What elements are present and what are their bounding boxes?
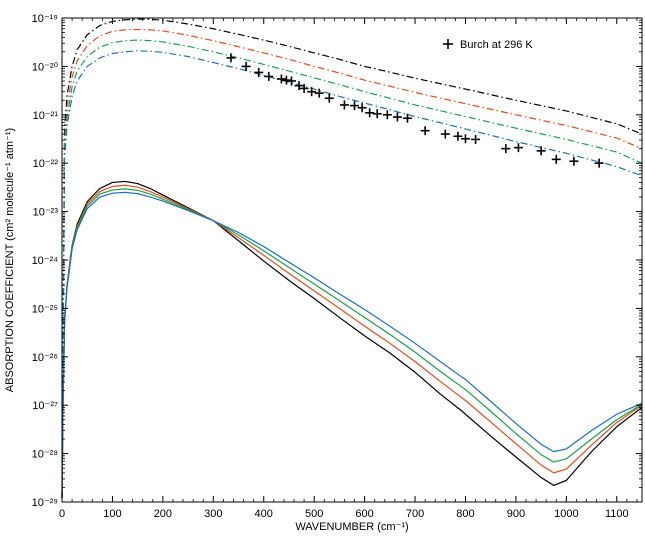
burch-data-point [440,129,450,139]
x-tick-label: 300 [204,508,222,520]
burch-data-point [471,134,481,144]
x-axis: 0 100 200 300 400 500 600 700 800 900 1000 1100 [59,18,638,520]
burch-data-point [307,87,317,97]
burch-data-point [513,143,523,153]
x-tick-label: 1000 [554,508,578,520]
burch-data-point [324,93,334,103]
burch-data-point [286,76,296,86]
burch-data-point [276,74,286,84]
x-tick-label: 400 [255,508,273,520]
legend: Burch at 296 K [443,39,533,51]
burch-data-point [254,67,264,77]
y-tick-label: 10⁻¹⁹ [32,13,58,25]
y-tick-label: 10⁻²⁶ [32,352,58,364]
y-axis: 10⁻²⁹ 10⁻²⁸ 10⁻²⁷ 10⁻²⁶ 10⁻²⁵ 10⁻²⁴ 10⁻²³ 10⁻²²… [32,13,642,509]
burch-data-point [365,108,375,118]
series-layer [61,18,643,499]
burch-data-point [241,61,251,71]
burch-data-point [350,101,360,111]
burch-data-point [392,112,402,122]
x-tick-label: 900 [507,508,525,520]
burch-data-point [594,158,604,168]
burch-data-point [299,83,309,93]
y-tick-label: 10⁻²⁵ [32,303,58,315]
burch-data-point [402,113,412,123]
y-tick-label: 10⁻²³ [33,207,59,219]
x-tick-label: 1100 [605,508,629,520]
burch-data-point [501,144,511,154]
burch-data-point [569,156,579,166]
burch-data-point [551,154,561,164]
series-line-8 [61,191,643,499]
x-axis-title: WAVENUMBER (cm⁻¹) [295,521,408,533]
marker-layer [226,53,604,168]
burch-data-point [382,110,392,120]
burch-data-point [294,81,304,91]
burch-data-point [536,146,546,156]
burch-data-point [314,88,324,98]
y-tick-label: 10⁻²⁴ [32,255,59,267]
x-tick-label: 600 [355,508,373,520]
burch-data-point [281,75,291,85]
burch-data-point [357,103,367,113]
series-line-4 [61,50,643,499]
legend-marker-icon [443,39,453,49]
burch-data-point [264,71,274,81]
y-tick-label: 10⁻²⁰ [32,61,59,73]
x-tick-label: 0 [59,508,65,520]
legend-label: Burch at 296 K [460,39,533,51]
series-line-2 [61,28,643,499]
x-tick-label: 800 [456,508,474,520]
y-axis-title: ABSORPTION COEFFICIENT (cm² molecule⁻¹ a… [4,128,16,392]
y-tick-label: 10⁻²⁷ [32,400,58,412]
series-line-1 [61,18,643,499]
y-tick-label: 10⁻²² [33,158,59,170]
x-tick-label: 700 [406,508,424,520]
burch-data-point [460,134,470,144]
burch-data-point [372,109,382,119]
x-tick-label: 100 [103,508,121,520]
y-tick-label: 10⁻²⁸ [32,449,58,461]
x-tick-label: 500 [305,508,323,520]
y-tick-label: 10⁻²⁹ [32,497,58,509]
y-tick-label: 10⁻²¹ [33,110,59,122]
x-tick-label: 200 [154,508,172,520]
burch-data-point [453,131,463,141]
burch-data-point [226,53,236,63]
burch-data-point [339,100,349,110]
burch-data-point [420,126,430,136]
